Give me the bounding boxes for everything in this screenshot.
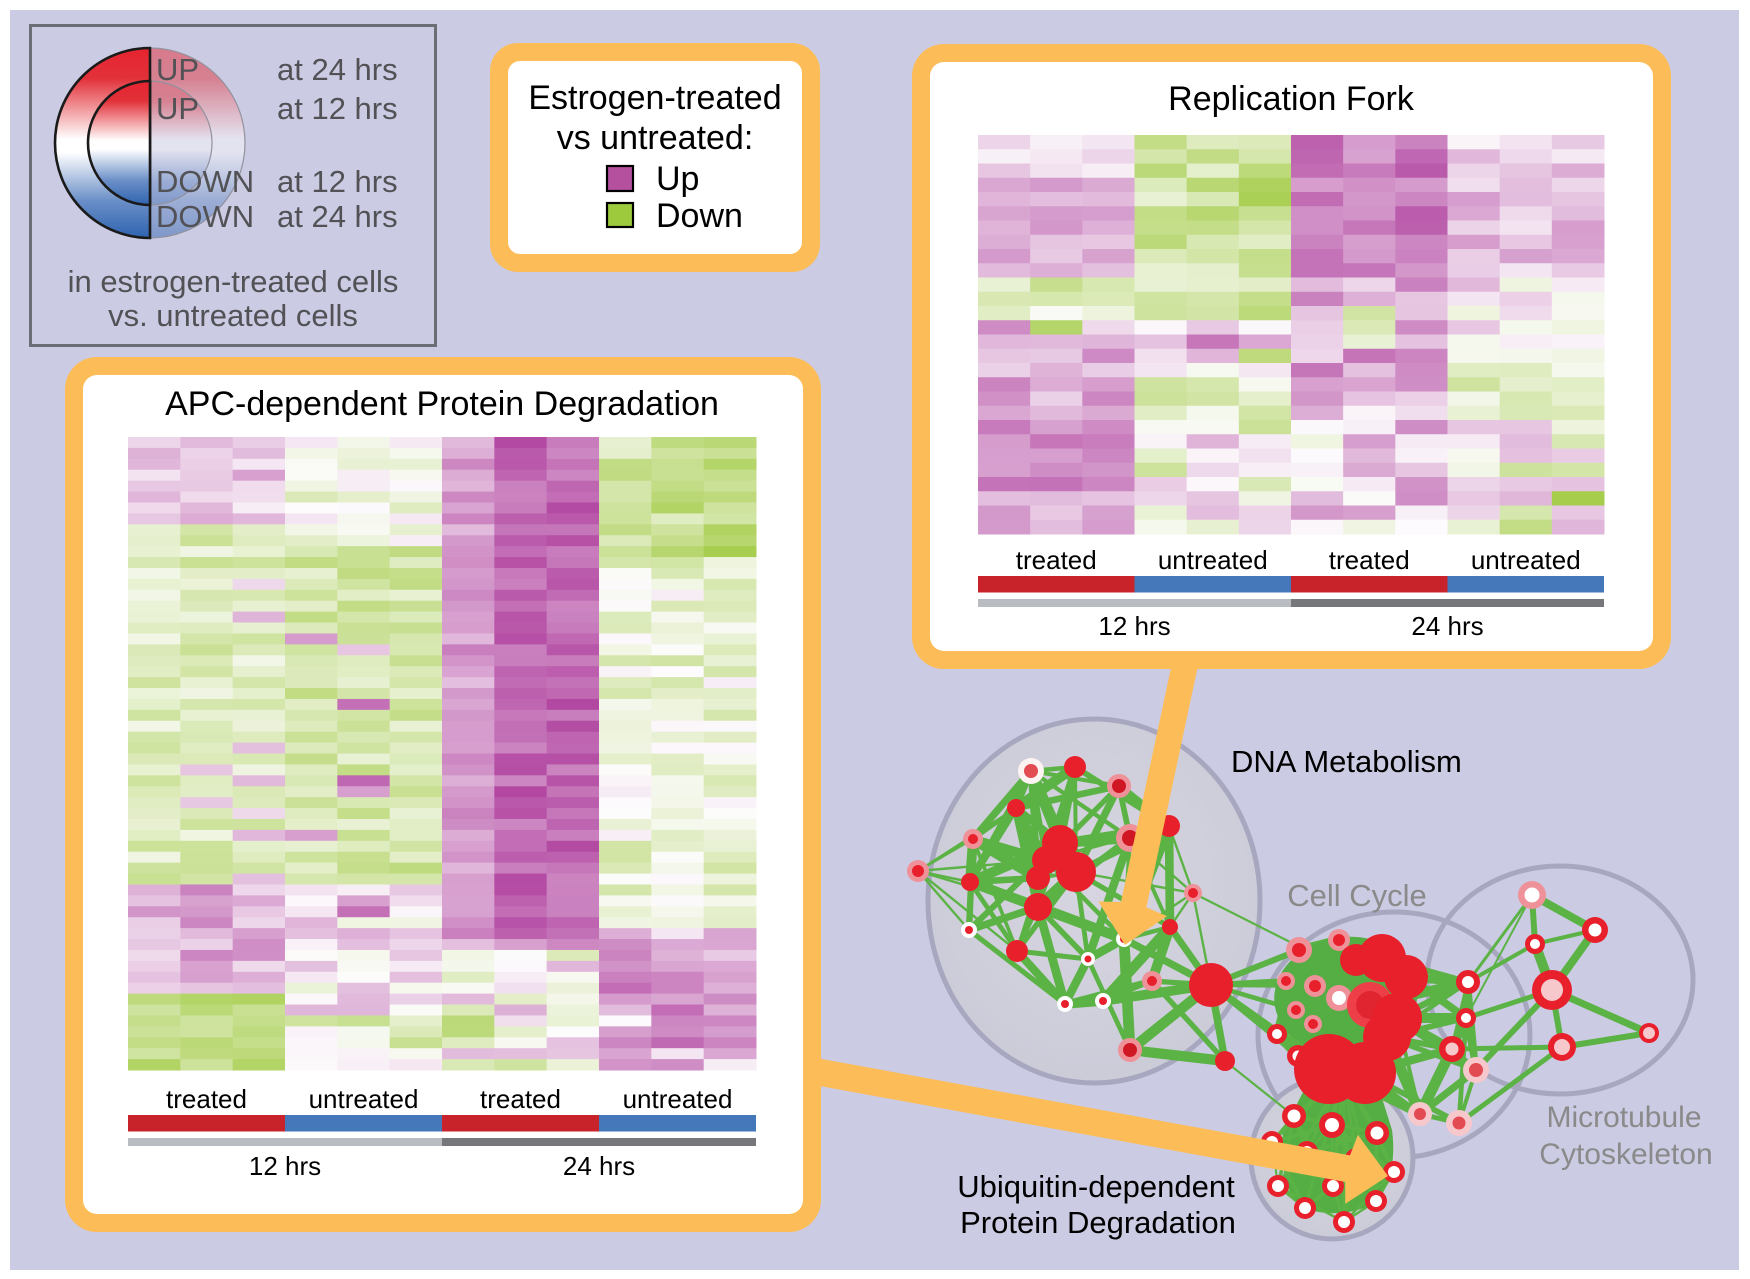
svg-text:Ubiquitin-dependent: Ubiquitin-dependent [957, 1169, 1235, 1204]
svg-text:at 24 hrs: at 24 hrs [277, 199, 398, 234]
svg-text:24 hrs: 24 hrs [1411, 611, 1483, 641]
svg-text:treated: treated [1329, 545, 1410, 575]
svg-text:Up: Up [656, 160, 699, 198]
svg-text:at 12 hrs: at 12 hrs [277, 91, 398, 126]
svg-text:24 hrs: 24 hrs [563, 1151, 635, 1181]
svg-text:at 24 hrs: at 24 hrs [277, 52, 398, 87]
svg-text:Cell Cycle: Cell Cycle [1287, 878, 1427, 913]
svg-text:12 hrs: 12 hrs [1098, 611, 1170, 641]
svg-text:treated: treated [480, 1084, 561, 1114]
svg-text:treated: treated [1016, 545, 1097, 575]
svg-text:UP: UP [156, 91, 199, 126]
svg-text:Down: Down [656, 197, 743, 235]
svg-text:untreated: untreated [309, 1084, 419, 1114]
svg-text:in estrogen-treated cells: in estrogen-treated cells [68, 264, 399, 299]
svg-text:12 hrs: 12 hrs [249, 1151, 321, 1181]
svg-text:vs untreated:: vs untreated: [557, 119, 754, 157]
svg-text:untreated: untreated [623, 1084, 733, 1114]
svg-text:untreated: untreated [1471, 545, 1581, 575]
svg-text:untreated: untreated [1158, 545, 1268, 575]
svg-text:DNA Metabolism: DNA Metabolism [1231, 744, 1462, 779]
svg-text:treated: treated [166, 1084, 247, 1114]
svg-text:Cytoskeleton: Cytoskeleton [1539, 1138, 1712, 1171]
svg-text:vs. untreated cells: vs. untreated cells [108, 298, 358, 333]
svg-text:DOWN: DOWN [156, 164, 254, 199]
svg-text:Microtubule: Microtubule [1546, 1101, 1701, 1134]
svg-text:UP: UP [156, 52, 199, 87]
svg-text:Protein Degradation: Protein Degradation [960, 1205, 1236, 1240]
svg-text:APC-dependent Protein Degradat: APC-dependent Protein Degradation [165, 385, 719, 423]
svg-text:at 12 hrs: at 12 hrs [277, 164, 398, 199]
svg-text:Estrogen-treated: Estrogen-treated [528, 79, 781, 117]
svg-text:DOWN: DOWN [156, 199, 254, 234]
svg-text:Replication Fork: Replication Fork [1168, 80, 1415, 118]
